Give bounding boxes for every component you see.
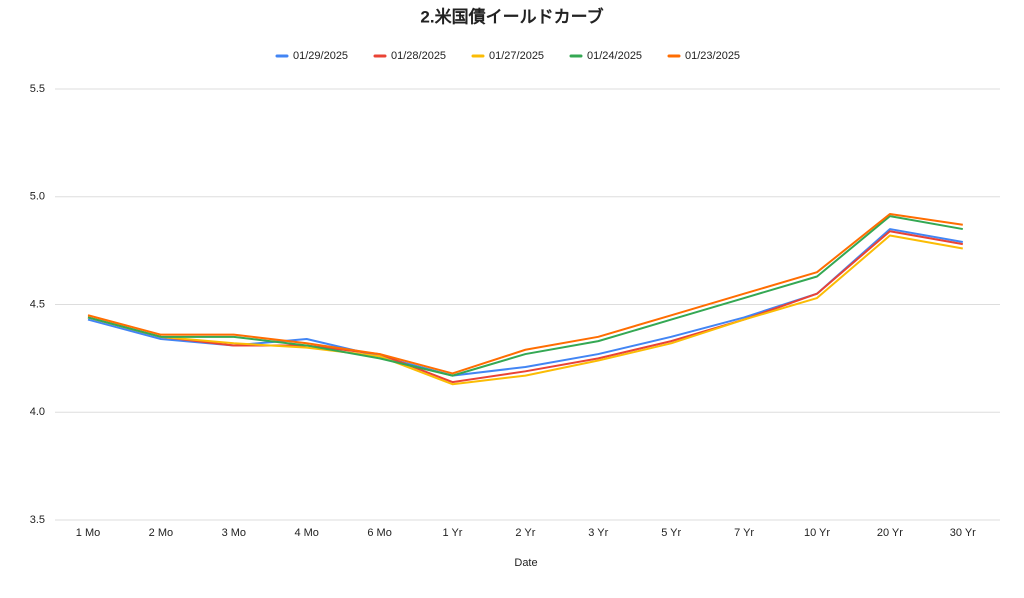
y-tick-label: 4.0 [30,406,45,418]
x-tick-label: 3 Mo [222,527,246,539]
x-tick-label: 1 Mo [76,527,100,539]
series-line [87,215,963,377]
y-tick-label: 5.5 [30,83,45,95]
x-tick-label: 4 Mo [294,527,318,539]
y-tick-label: 3.5 [30,514,45,526]
legend-label: 01/29/2025 [293,50,348,62]
x-tick-label: 2 Mo [149,527,173,539]
legend-label: 01/28/2025 [391,50,446,62]
legend-label: 01/27/2025 [489,50,544,62]
x-tick-label: 10 Yr [804,527,830,539]
x-tick-label: 2 Yr [515,527,535,539]
x-tick-label: 3 Yr [588,527,608,539]
series-line [87,234,963,386]
legend-label: 01/23/2025 [685,50,740,62]
x-tick-label: 6 Mo [367,527,391,539]
chart-title: 2.米国債イールドカーブ [420,6,603,26]
series-line [87,212,963,375]
x-tick-label: 30 Yr [950,527,976,539]
y-tick-label: 4.5 [30,298,45,310]
x-tick-label: 1 Yr [443,527,463,539]
x-tick-label: 5 Yr [661,527,681,539]
series-line [87,230,963,384]
x-tick-label: 7 Yr [734,527,754,539]
y-tick-label: 5.0 [30,191,45,203]
x-axis-label: Date [514,557,537,569]
x-tick-label: 20 Yr [877,527,903,539]
legend-label: 01/24/2025 [587,50,642,62]
